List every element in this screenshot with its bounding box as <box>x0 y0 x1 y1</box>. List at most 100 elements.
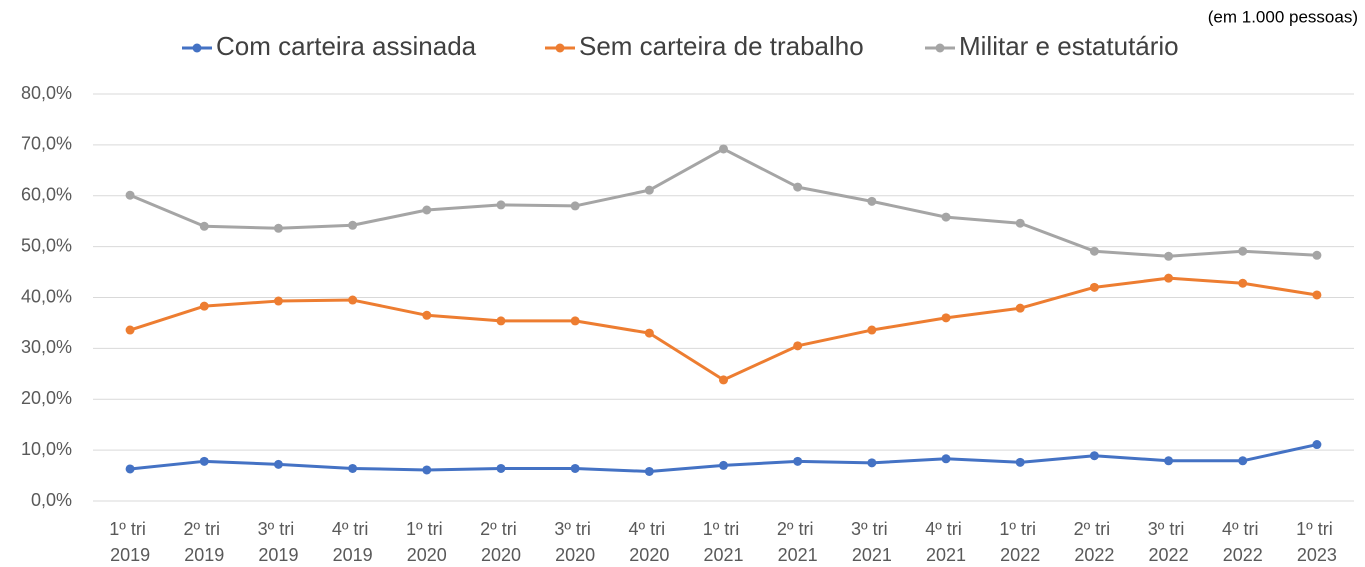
x-tick-line: 1º tri <box>703 519 745 539</box>
x-tick-label: 1º tri 2023 <box>1296 519 1338 565</box>
x-tick-label: 2º tri 2022 <box>1074 519 1116 565</box>
point <box>348 220 358 230</box>
point <box>644 185 654 195</box>
point <box>273 223 283 233</box>
x-tick-line: 2019 <box>184 545 224 565</box>
point <box>1089 282 1099 292</box>
y-tick-label: 10,0% <box>21 439 72 459</box>
x-tick-line: 2021 <box>703 545 743 565</box>
point <box>1238 456 1248 466</box>
y-tick-label: 40,0% <box>21 286 72 306</box>
x-tick-label: 1º tri 2020 <box>406 519 448 565</box>
x-tick-line: 2º tri <box>183 519 225 539</box>
point <box>793 182 803 192</box>
x-tick-label: 4º tri 2020 <box>629 519 671 565</box>
legend-dot <box>192 43 202 53</box>
x-tick-line: 2021 <box>852 545 892 565</box>
y-tick-label: 70,0% <box>21 134 72 154</box>
point <box>867 458 877 468</box>
legend-label: Com carteira assinada <box>216 31 477 61</box>
y-tick-label: 20,0% <box>21 388 72 408</box>
y-tick-label: 50,0% <box>21 235 72 255</box>
point <box>1089 451 1099 461</box>
point <box>793 341 803 351</box>
point <box>644 466 654 476</box>
point <box>125 325 135 335</box>
x-tick-line: 3º tri <box>851 519 893 539</box>
y-tick-label: 0,0% <box>31 490 72 510</box>
point <box>1089 246 1099 256</box>
point <box>496 316 506 326</box>
point <box>422 465 432 475</box>
x-tick-line: 1º tri <box>1296 519 1338 539</box>
point <box>273 296 283 306</box>
point <box>125 190 135 200</box>
point <box>348 295 358 305</box>
point <box>867 325 877 335</box>
point <box>496 463 506 473</box>
point <box>199 301 209 311</box>
legend-label: Militar e estatutário <box>959 31 1179 61</box>
x-tick-line: 2º tri <box>777 519 819 539</box>
y-tick-label: 30,0% <box>21 337 72 357</box>
point <box>570 463 580 473</box>
x-tick-label: 1º tri 2021 <box>703 519 745 565</box>
x-tick-line: 4º tri <box>332 519 374 539</box>
point <box>570 316 580 326</box>
legend-dot <box>555 43 565 53</box>
x-tick-label: 3º tri 2020 <box>554 519 596 565</box>
point <box>422 310 432 320</box>
point <box>941 454 951 464</box>
x-tick-line: 2º tri <box>1074 519 1116 539</box>
x-tick-line: 2º tri <box>480 519 522 539</box>
point <box>1015 303 1025 313</box>
point <box>719 460 728 470</box>
point <box>1164 456 1174 466</box>
x-tick-line: 4º tri <box>1222 519 1264 539</box>
x-tick-label: 1º tri 2022 <box>999 519 1041 565</box>
x-tick-line: 2020 <box>629 545 669 565</box>
x-tick-line: 2022 <box>1149 545 1189 565</box>
point <box>941 212 951 222</box>
x-tick-line: 2022 <box>1223 545 1263 565</box>
point <box>1015 218 1025 228</box>
x-tick-label: 2º tri 2020 <box>480 519 522 565</box>
y-tick-label: 60,0% <box>21 185 72 205</box>
series-line <box>129 147 1317 258</box>
x-tick-line: 2020 <box>407 545 447 565</box>
point <box>1312 440 1322 450</box>
x-tick-label: 3º tri 2019 <box>258 519 300 565</box>
annotation: (em 1.000 pessoas) <box>1208 7 1358 26</box>
point <box>867 196 877 206</box>
y-tick-label: 80,0% <box>21 83 72 103</box>
point <box>570 201 580 211</box>
x-tick-line: 4º tri <box>629 519 671 539</box>
x-tick-label: 4º tri 2019 <box>332 519 374 565</box>
x-tick-line: 1º tri <box>109 519 151 539</box>
x-tick-label: 1º tri 2019 <box>109 519 151 565</box>
legend-label: Sem carteira de trabalho <box>579 31 864 61</box>
x-tick-label: 2º tri 2021 <box>777 519 819 565</box>
legend-dot <box>935 43 945 53</box>
x-tick-line: 2021 <box>926 545 966 565</box>
point <box>1238 278 1248 288</box>
point <box>348 463 358 473</box>
x-tick-line: 2019 <box>258 545 298 565</box>
point <box>496 200 506 210</box>
point <box>941 313 951 323</box>
x-tick-line: 2021 <box>778 545 818 565</box>
x-tick-label: 4º tri 2022 <box>1222 519 1264 565</box>
x-tick-label: 3º tri 2021 <box>851 519 893 565</box>
x-tick-line: 1º tri <box>999 519 1041 539</box>
x-tick-line: 2022 <box>1074 545 1114 565</box>
x-tick-line: 3º tri <box>1148 519 1190 539</box>
point <box>1164 251 1174 261</box>
x-tick-line: 2020 <box>555 545 595 565</box>
point <box>273 459 283 469</box>
x-tick-line: 1º tri <box>406 519 448 539</box>
x-tick-line: 2019 <box>110 545 150 565</box>
x-tick-line: 2023 <box>1297 545 1337 565</box>
point <box>1164 273 1174 283</box>
x-tick-line: 3º tri <box>258 519 300 539</box>
